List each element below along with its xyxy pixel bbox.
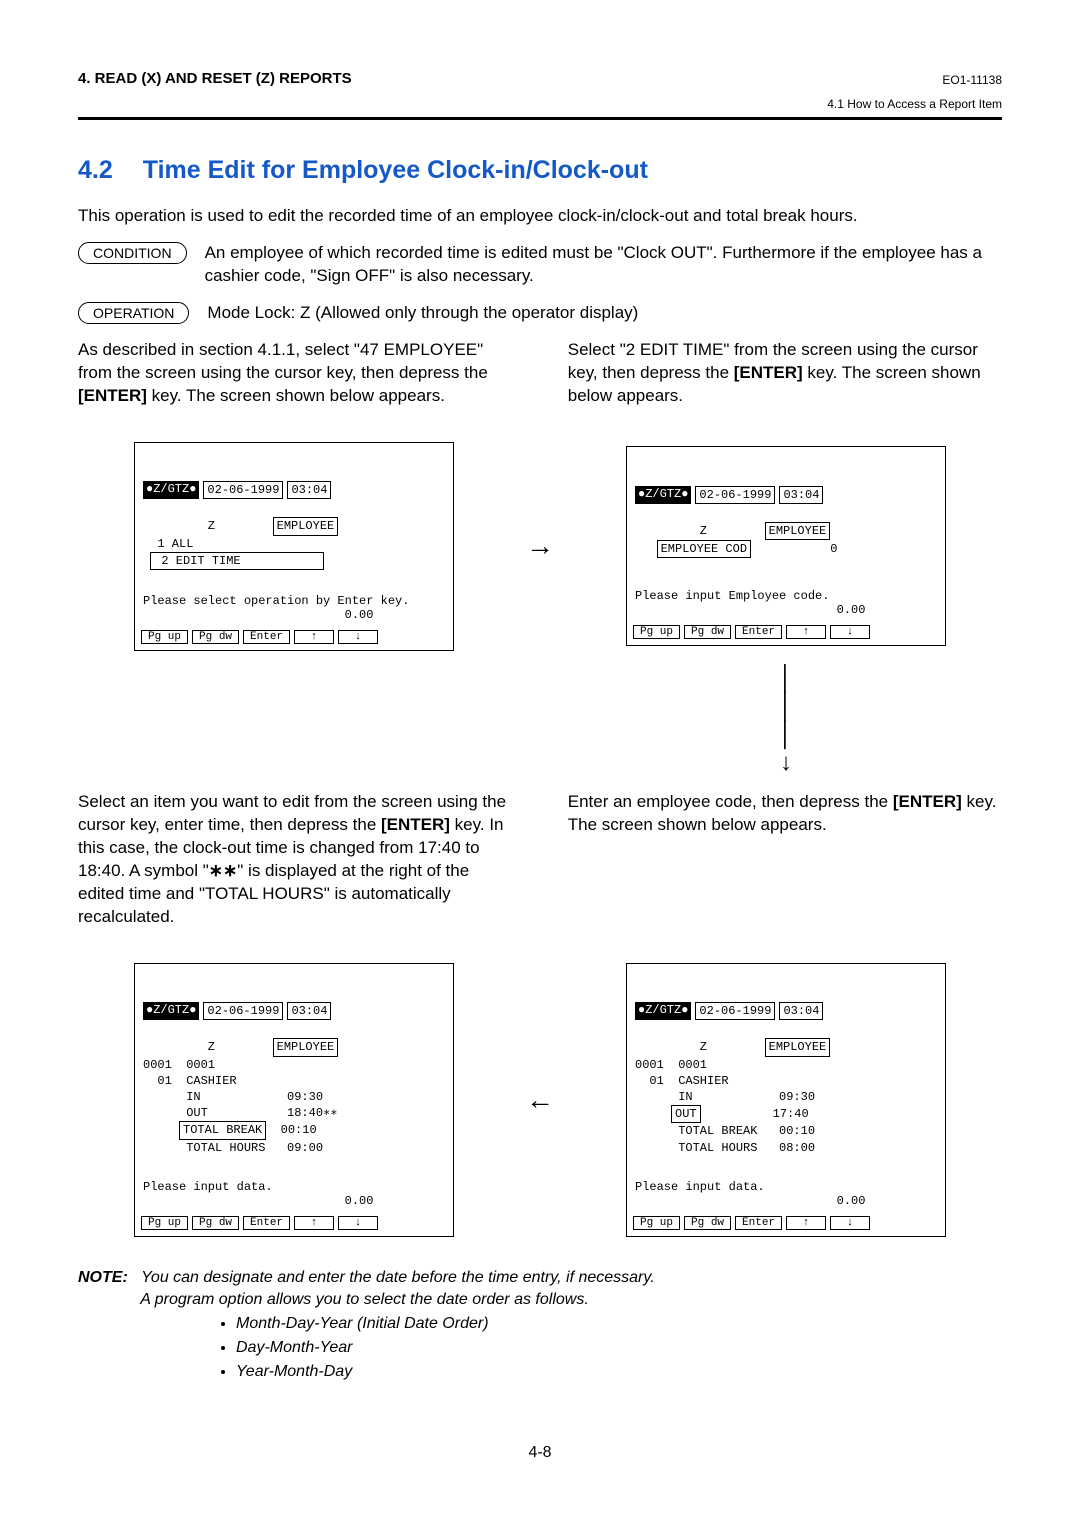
pg-up-button[interactable]: Pg up <box>633 1216 680 1230</box>
screen4-body-text: Z EMPLOYEE 0001 0001 01 CASHIER IN 09:30… <box>143 1040 338 1154</box>
screen1-msg: Please select operation by Enter key. 0.… <box>135 592 453 626</box>
down-arrow-button[interactable]: ↓ <box>338 630 378 644</box>
screen4-msg: Please input data. 0.00 <box>135 1178 453 1212</box>
section-header-left: 4. READ (X) AND RESET (Z) REPORTS <box>78 70 352 87</box>
page-number: 4-8 <box>78 1444 1002 1462</box>
note-block: NOTE: You can designate and enter the da… <box>78 1267 1002 1384</box>
note-bullets: Month-Day-Year (Initial Date Order) Day-… <box>218 1312 1002 1384</box>
enter-button[interactable]: Enter <box>735 1216 782 1230</box>
arrow-right-icon: → <box>510 530 570 562</box>
up-arrow-button[interactable]: ↑ <box>786 625 826 639</box>
note-label: NOTE: <box>78 1269 128 1286</box>
screen3-msg: Please input data. 0.00 <box>627 1178 945 1212</box>
condition-text: An employee of which recorded time is ed… <box>205 242 1002 288</box>
note-bullet-1: Month-Day-Year (Initial Date Order) <box>236 1312 1002 1336</box>
note-line1: You can designate and enter the date bef… <box>141 1269 655 1286</box>
breadcrumb: 4.1 How to Access a Report Item <box>78 97 1002 111</box>
screen2-body-text: Z EMPLOYEE EMPLOYEE COD 0 <box>635 524 837 556</box>
pg-dw-button[interactable]: Pg dw <box>684 1216 731 1230</box>
up-arrow-button[interactable]: ↑ <box>294 630 334 644</box>
pg-up-button[interactable]: Pg up <box>141 630 188 644</box>
terminal-screen-2: ●Z/GTZ●02-06-199903:04 Z EMPLOYEE EMPLOY… <box>626 446 946 646</box>
down-arrow-button[interactable]: ↓ <box>830 625 870 639</box>
left-para-1: As described in section 4.1.1, select "4… <box>78 339 512 408</box>
arrow-down-icon: │││↓ <box>570 665 1002 777</box>
up-arrow-button[interactable]: ↑ <box>294 1216 334 1230</box>
intro-text: This operation is used to edit the recor… <box>78 205 1002 228</box>
terminal-screen-1: ●Z/GTZ●02-06-199903:04 Z EMPLOYEE 1 ALL … <box>134 442 454 652</box>
note-bullet-2: Day-Month-Year <box>236 1336 1002 1360</box>
operation-text: Mode Lock: Z (Allowed only through the o… <box>207 302 638 325</box>
operation-pill: OPERATION <box>78 302 189 324</box>
enter-button[interactable]: Enter <box>243 630 290 644</box>
up-arrow-button[interactable]: ↑ <box>786 1216 826 1230</box>
screen2-msg: Please input Employee code. 0.00 <box>627 587 945 621</box>
doc-id: EO1-11138 <box>942 73 1002 87</box>
enter-button[interactable]: Enter <box>243 1216 290 1230</box>
header-divider <box>78 117 1002 120</box>
right-para-2: Enter an employee code, then depress the… <box>568 791 1002 837</box>
note-line2: A program option allows you to select th… <box>140 1291 589 1308</box>
left-para-2: Select an item you want to edit from the… <box>78 791 512 929</box>
pg-up-button[interactable]: Pg up <box>141 1216 188 1230</box>
section-title: 4.2 Time Edit for Employee Clock-in/Clock… <box>78 156 1002 185</box>
section-name: Time Edit for Employee Clock-in/Clock-ou… <box>143 156 648 184</box>
pg-dw-button[interactable]: Pg dw <box>192 630 239 644</box>
pg-up-button[interactable]: Pg up <box>633 625 680 639</box>
enter-button[interactable]: Enter <box>735 625 782 639</box>
note-bullet-3: Year-Month-Day <box>236 1360 1002 1384</box>
arrow-left-icon: ← <box>510 1084 570 1116</box>
pg-dw-button[interactable]: Pg dw <box>684 625 731 639</box>
condition-pill: CONDITION <box>78 242 187 264</box>
terminal-screen-4: ●Z/GTZ●02-06-199903:04 Z EMPLOYEE 0001 0… <box>134 963 454 1237</box>
screen3-body-text: Z EMPLOYEE 0001 0001 01 CASHIER IN 09:30… <box>635 1040 830 1154</box>
screen1-body-text: Z EMPLOYEE 1 ALL 2 EDIT TIME <box>143 519 338 567</box>
down-arrow-button[interactable]: ↓ <box>338 1216 378 1230</box>
down-arrow-button[interactable]: ↓ <box>830 1216 870 1230</box>
section-number: 4.2 <box>78 156 113 184</box>
terminal-screen-3: ●Z/GTZ●02-06-199903:04 Z EMPLOYEE 0001 0… <box>626 963 946 1237</box>
pg-dw-button[interactable]: Pg dw <box>192 1216 239 1230</box>
right-para-1: Select "2 EDIT TIME" from the screen usi… <box>568 339 1002 408</box>
